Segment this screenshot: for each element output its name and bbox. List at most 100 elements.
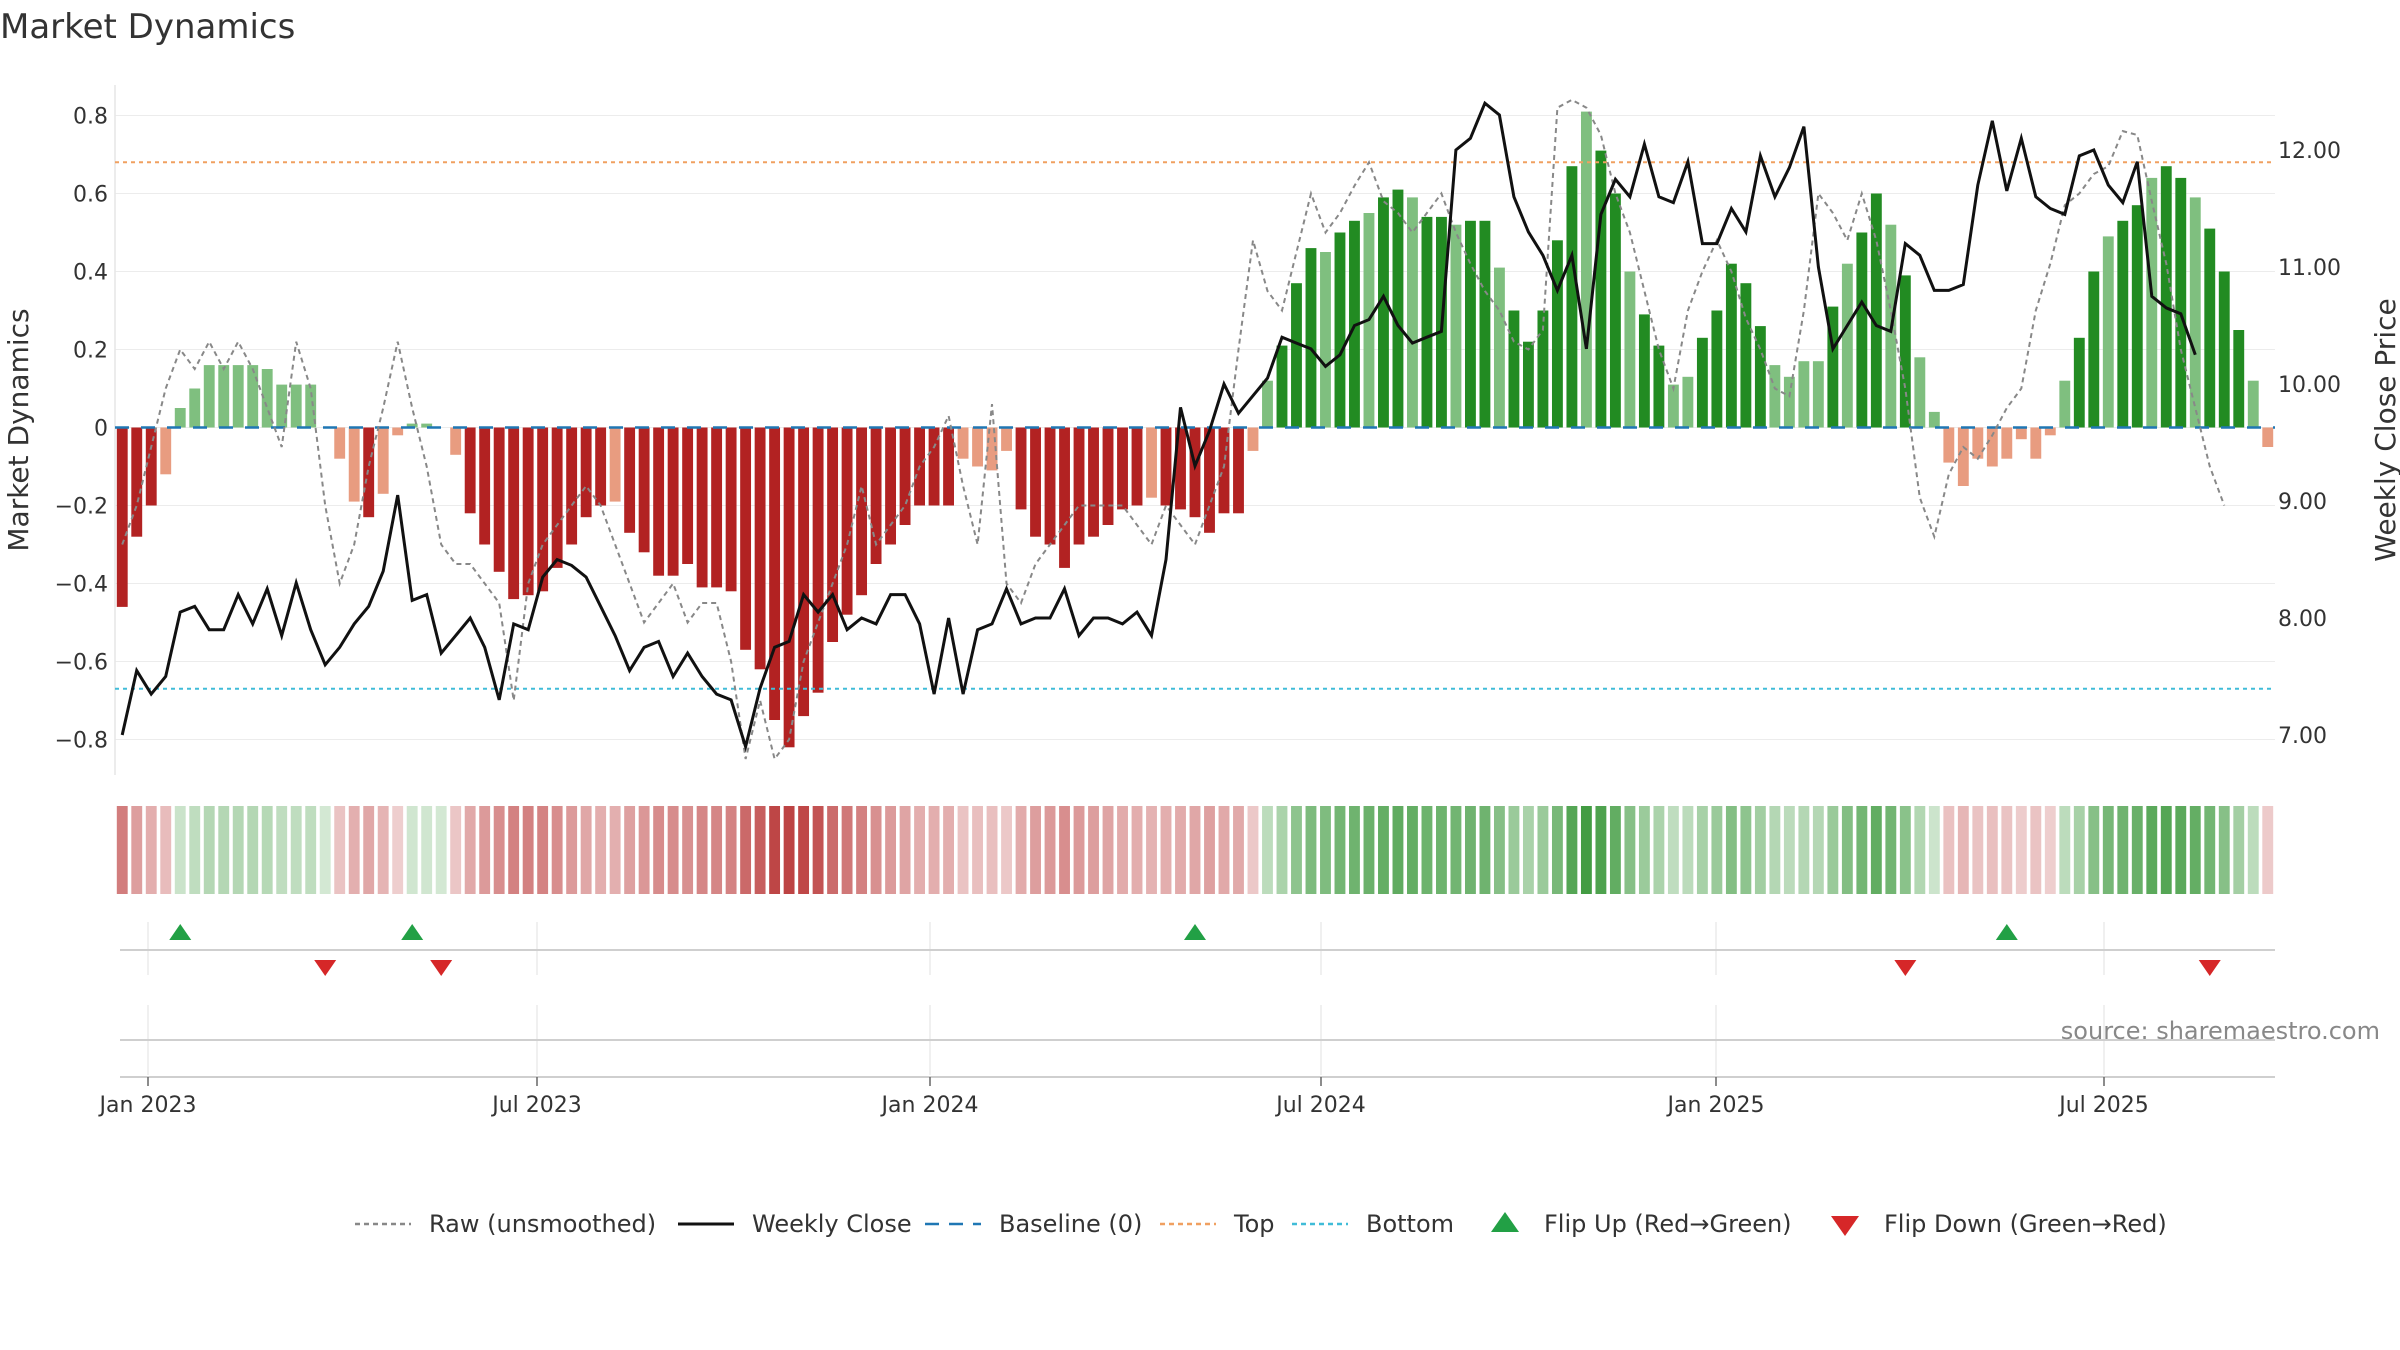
bar [421,423,433,428]
strip-cell [885,806,897,894]
bar [2131,205,2143,428]
strip-cell [2059,806,2071,894]
strip-cell [1711,806,1723,894]
bar [1972,427,1984,459]
bar [624,427,636,533]
strip-cell [2204,806,2216,894]
y2-tick-label: 10.00 [2278,373,2341,398]
bar [1465,220,1476,428]
strip-cell [290,806,302,894]
bar [2059,380,2071,428]
strip-cell [1407,806,1418,894]
strip-cell [1479,806,1491,894]
strip-cell [870,806,882,894]
strip-cell [1175,806,1186,894]
strip-cell [160,806,172,894]
strip-cell [1218,806,1230,894]
strip-cell [1493,806,1505,894]
strip-cell [1073,806,1085,894]
strip-cell [1696,806,1708,894]
bar [508,427,520,600]
strip-cell [1769,806,1781,894]
bar [566,427,578,545]
bar [1450,224,1462,428]
strip-cell [2117,806,2129,894]
bar [479,427,491,545]
reference-lines [115,161,2275,690]
bar [1320,252,1331,428]
strip-cell [769,806,781,894]
strip-cell [145,806,157,894]
strip-cell [551,806,563,894]
bar [1392,189,1404,428]
bar [754,427,766,670]
strip-cell [203,806,215,894]
bar [2044,427,2056,436]
bar [1334,232,1346,428]
bar [2218,271,2230,428]
strip-cell [406,806,418,894]
strip-cell [580,806,592,894]
bar [160,427,172,475]
strip-cell [1566,806,1578,894]
bar [363,427,375,518]
legend-label: Weekly Close [752,1210,912,1238]
bar [1653,345,1665,428]
y-tick-label: 0.8 [73,105,108,130]
bar [290,384,302,428]
bar [1986,427,1998,467]
bar [1276,345,1288,428]
strip-cell [1754,806,1766,894]
bar [2204,228,2216,428]
bar [1943,427,1955,463]
strip-cell [479,806,491,894]
strip-cell [1914,806,1926,894]
strip-cell [1638,806,1650,894]
bar [609,427,621,502]
strip-cell [493,806,505,894]
strip-cell [1856,806,1868,894]
bar [247,365,259,428]
legend: Raw (unsmoothed) Weekly Close Baseline (0)… [355,1210,2167,1238]
bar [1667,384,1679,428]
strip-cell [1537,806,1549,894]
strip-cell [464,806,476,894]
bar [464,427,476,514]
strip-cell [174,806,186,894]
bar [783,427,795,748]
bar [1580,111,1592,428]
bar [595,427,607,506]
right-y-axis: 12.00 11.00 10.00 9.00 8.00 7.00 [2278,139,2341,749]
bar [769,427,781,720]
bar [218,365,230,428]
bar [1088,427,1099,537]
strip-cell [1233,806,1244,894]
bar [1957,427,1969,486]
bar [2262,427,2274,447]
bar [1841,263,1853,428]
strip-cell [725,806,737,894]
bar [392,427,404,436]
strip-cell [435,806,447,894]
strip-cell [116,806,128,894]
bar [1001,427,1012,451]
bar [116,427,128,607]
strip-cell [1363,806,1375,894]
bar [1233,427,1244,514]
bar [377,427,389,494]
bar [305,384,317,428]
bar [2175,177,2187,428]
bar [2189,197,2201,428]
y-tick-label: 0 [94,417,108,442]
bar [711,427,723,588]
strip-cell [609,806,621,894]
strip-cell [1972,806,1984,894]
bar [1102,427,1114,525]
bar [1870,193,1882,428]
strip-cell [2001,806,2013,894]
line-series [120,98,2226,762]
y-tick-label: −0.6 [55,651,108,676]
bar [1291,283,1302,428]
strip-cell [856,806,868,894]
